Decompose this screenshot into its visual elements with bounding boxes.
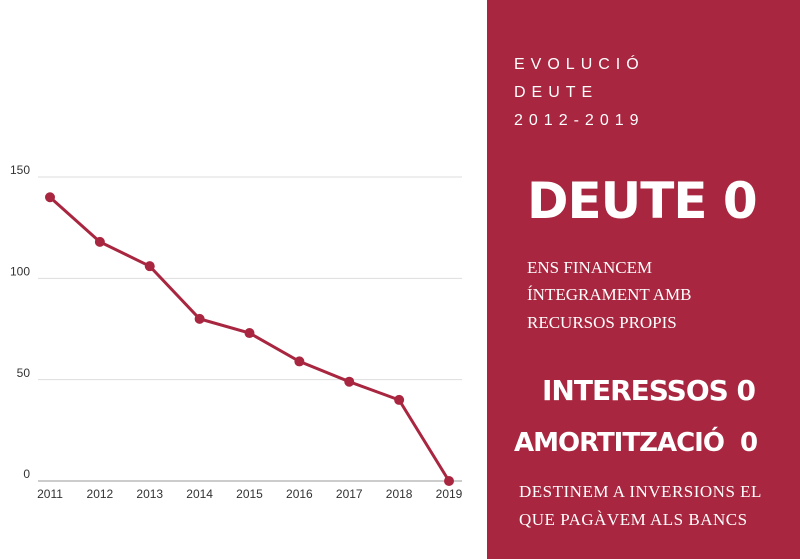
text: DESTINEM A INVERSIONS EL — [519, 482, 762, 501]
y-tick-label: 0 — [23, 467, 30, 481]
text: RECURSOS PROPIS — [527, 313, 677, 332]
headline: AMORTITZACIÓ 0 — [514, 428, 758, 458]
point — [394, 394, 405, 405]
x-tick-label: 2011 — [37, 487, 63, 501]
x-tick-label: 2018 — [386, 487, 413, 501]
x-tick-label: 2015 — [236, 487, 263, 501]
text: ENS FINANCEM — [527, 258, 653, 277]
text: QUE PAGÀVEM ALS BANCS — [519, 510, 748, 529]
y-tick-label: 50 — [17, 366, 31, 380]
y-tick-label: 100 — [10, 265, 30, 279]
point — [444, 476, 454, 486]
x-tick-label: 2017 — [336, 487, 363, 501]
point — [194, 313, 205, 324]
point — [144, 261, 155, 272]
point — [45, 192, 55, 203]
x-tick-label: 2012 — [87, 487, 114, 501]
x-tick-label: 2019 — [436, 487, 463, 501]
x-tick-label: 2013 — [136, 487, 163, 501]
point — [294, 356, 305, 367]
headline: INTERESSOS 0 — [542, 374, 756, 407]
line — [49, 196, 451, 482]
point — [94, 236, 105, 247]
headline: DEUTE 0 — [527, 172, 758, 230]
heading: EVOLUCIÓ — [514, 56, 645, 73]
point — [344, 376, 355, 387]
heading: DEUTE — [514, 84, 599, 101]
x-tick-label: 2014 — [186, 487, 213, 501]
point — [244, 328, 255, 339]
info-panel: EVOLUCIÓ DEUTE 2012-2019 DEUTE 0 ENS FIN… — [487, 0, 800, 559]
x-tick-label: 2016 — [286, 487, 313, 501]
heading: 2012-2019 — [514, 112, 645, 129]
chart: 0 50 100 150 2011 2012 2013 2014 2015 2016 2017 201… — [10, 163, 463, 501]
y-tick-label: 150 — [10, 163, 30, 177]
text: ÍNTEGRAMENT AMB — [527, 285, 692, 304]
